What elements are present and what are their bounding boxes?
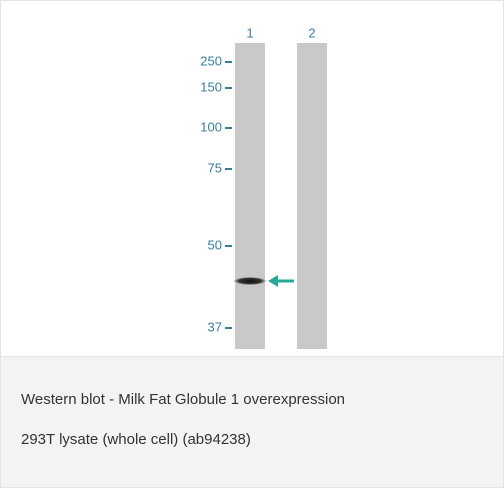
caption-line: 293T lysate (whole cell) (ab94238) bbox=[21, 431, 251, 448]
lane-label: 2 bbox=[308, 25, 315, 40]
figure-card: 1 2 250 150 100 75 50 37 Western blot - Milk Fa… bbox=[0, 0, 504, 488]
lane bbox=[235, 43, 265, 349]
arrow bbox=[268, 275, 294, 287]
lane-label: 1 bbox=[246, 25, 253, 40]
marker-label: 37 bbox=[208, 319, 222, 334]
blot-panel: 1 2 250 150 100 75 50 37 bbox=[1, 1, 503, 357]
lane bbox=[297, 43, 327, 349]
marker-label: 150 bbox=[200, 79, 222, 94]
marker-label: 75 bbox=[208, 160, 222, 175]
marker-label: 250 bbox=[200, 53, 222, 68]
marker-label: 100 bbox=[200, 119, 222, 134]
band bbox=[234, 277, 266, 285]
caption-line: Western blot - Milk Fat Globule 1 overex… bbox=[21, 391, 345, 408]
marker-label: 50 bbox=[208, 237, 222, 252]
blot-image: 1 2 250 150 100 75 50 37 bbox=[1, 1, 503, 356]
